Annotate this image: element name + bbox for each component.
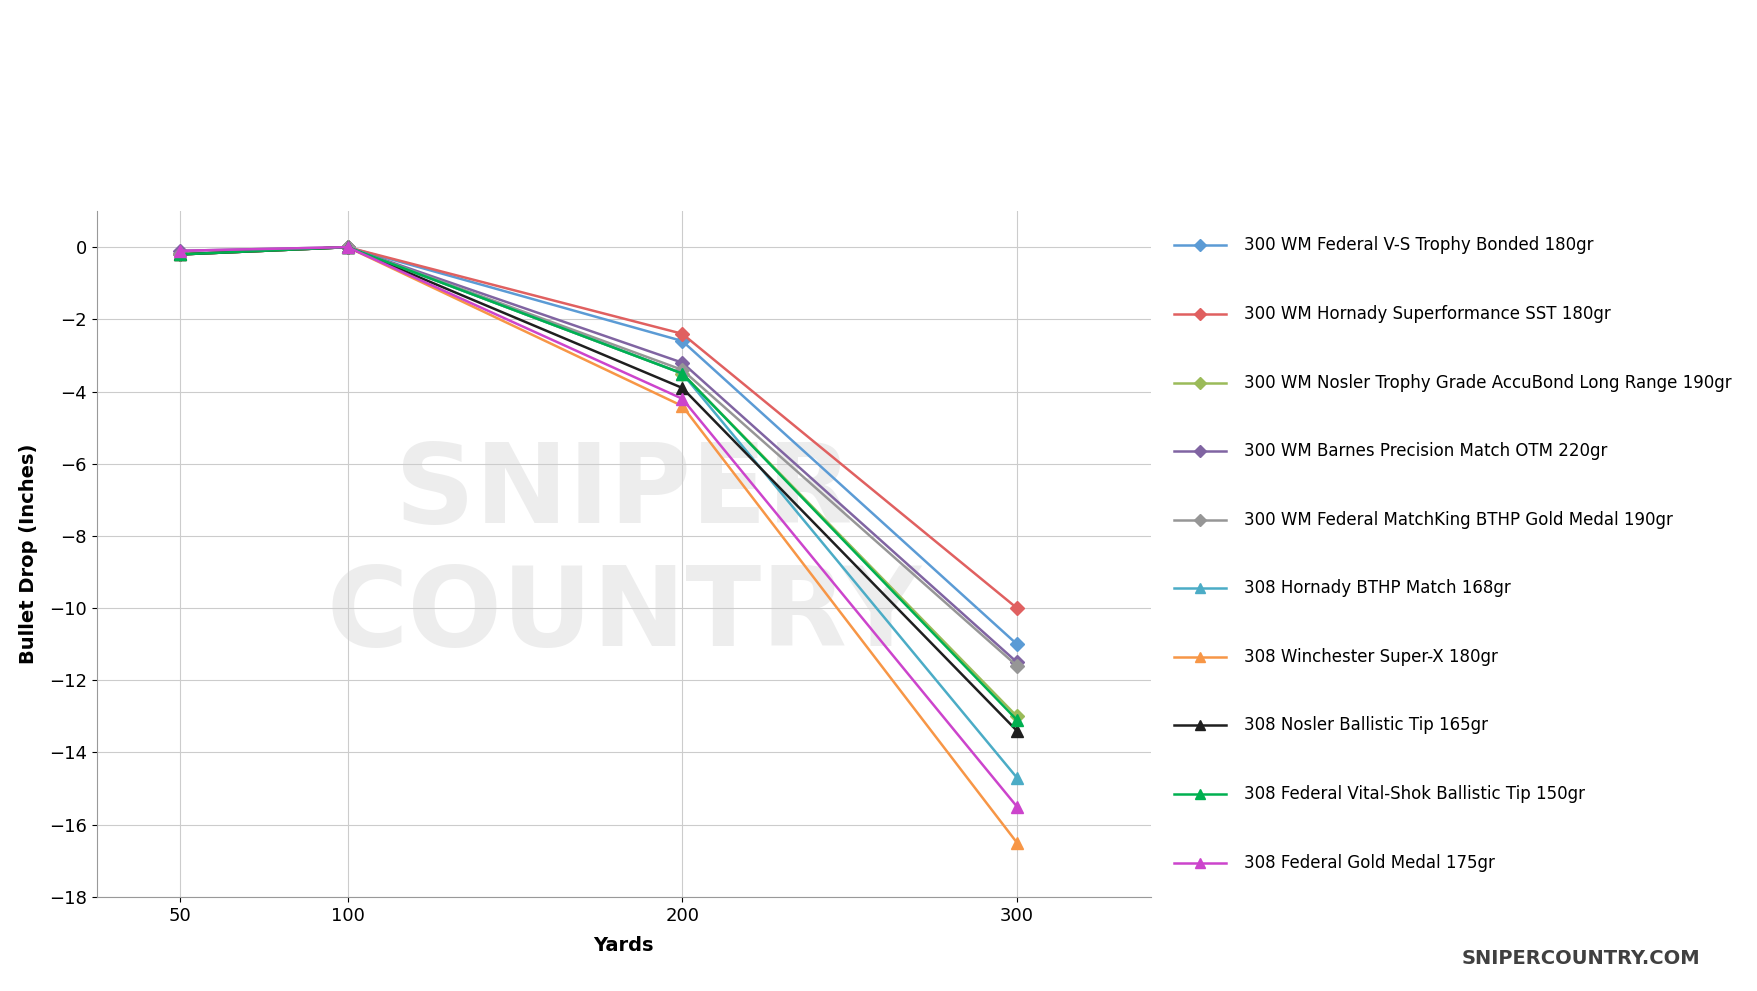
X-axis label: Yards: Yards: [594, 936, 654, 954]
Text: 308 Federal Gold Medal 175gr: 308 Federal Gold Medal 175gr: [1244, 853, 1495, 871]
Text: SHORT RANGE TRAJECTORY: SHORT RANGE TRAJECTORY: [109, 39, 1648, 135]
Text: SNIPERCOUNTRY.COM: SNIPERCOUNTRY.COM: [1462, 948, 1701, 967]
Text: 308 Hornady BTHP Match 168gr: 308 Hornady BTHP Match 168gr: [1244, 580, 1511, 598]
Text: 308 Winchester Super-X 180gr: 308 Winchester Super-X 180gr: [1244, 648, 1497, 666]
Y-axis label: Bullet Drop (Inches): Bullet Drop (Inches): [19, 444, 39, 664]
Text: 300 WM Nosler Trophy Grade AccuBond Long Range 190gr: 300 WM Nosler Trophy Grade AccuBond Long…: [1244, 374, 1731, 391]
Text: 300 WM Hornady Superformance SST 180gr: 300 WM Hornady Superformance SST 180gr: [1244, 305, 1611, 323]
Text: 300 WM Barnes Precision Match OTM 220gr: 300 WM Barnes Precision Match OTM 220gr: [1244, 442, 1608, 460]
Text: SNIPER
COUNTRY: SNIPER COUNTRY: [327, 439, 921, 669]
Text: 308 Nosler Ballistic Tip 165gr: 308 Nosler Ballistic Tip 165gr: [1244, 716, 1488, 734]
Text: 308 Federal Vital-Shok Ballistic Tip 150gr: 308 Federal Vital-Shok Ballistic Tip 150…: [1244, 785, 1585, 803]
Text: 300 WM Federal MatchKing BTHP Gold Medal 190gr: 300 WM Federal MatchKing BTHP Gold Medal…: [1244, 510, 1673, 528]
Text: 300 WM Federal V-S Trophy Bonded 180gr: 300 WM Federal V-S Trophy Bonded 180gr: [1244, 237, 1594, 255]
